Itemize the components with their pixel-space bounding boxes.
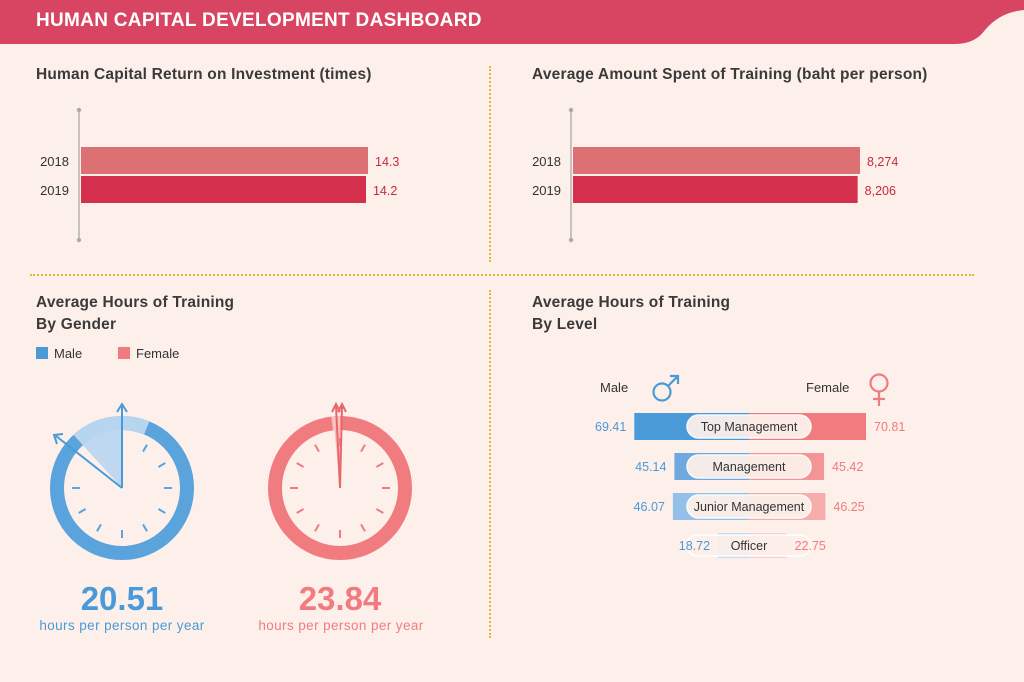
spend-axis-cap-top [568,107,574,113]
roi-category-2019: 2019 [40,183,69,198]
legend-female-label: Female [136,346,180,361]
divider-horizontal [30,274,974,276]
spend-category-2019: 2019 [532,183,561,198]
level-chart: Top Management 69.41 70.81 Management 45.14 4… [595,413,905,558]
roi-axis-cap-top [76,107,82,113]
page-title: HUMAN CAPITAL DEVELOPMENT DASHBOARD [36,10,482,31]
male-hours-value: 20.51 [80,580,164,617]
roi-bar-2019 [81,176,366,203]
female-hours-value: 23.84 [298,580,382,617]
female-clock-icon [268,401,412,560]
spend-title: Average Amount Spent of Training (baht p… [532,66,928,83]
level-pill-junior-management [686,494,812,519]
level-female-value-junior-management: 46.25 [833,500,864,514]
roi-title: Human Capital Return on Investment (time… [36,66,372,83]
header-banner [0,0,1024,44]
roi-bar-2018 [81,147,368,174]
spend-value-2019: 8,206 [865,184,896,198]
gender-title: Average Hours of Training By Gender [36,292,234,336]
level-female-value-top-management: 70.81 [874,420,905,434]
level-category-management: Management [713,460,786,474]
level-female-value-management: 45.42 [832,460,863,474]
level-pill-management [686,454,812,479]
level-male-value-management: 45.14 [635,460,666,474]
roi-value-2019: 14.2 [373,184,397,198]
male-symbol-icon [652,374,680,402]
legend-female-swatch [118,347,130,359]
level-category-junior-management: Junior Management [694,500,805,514]
roi-category-2018: 2018 [40,154,69,169]
roi-chart: 2018 14.3 2019 14.2 [40,107,399,243]
male-clock-icon [50,402,194,560]
level-male-value-top-management: 69.41 [595,420,626,434]
level-male-label: Male [600,380,629,395]
level-title-line2: By Level [532,316,598,333]
level-category-top-management: Top Management [701,420,798,434]
female-hours-unit: hours per person per year [258,618,424,633]
gender-title-line1: Average Hours of Training [36,294,235,311]
roi-value-2018: 14.3 [375,155,399,169]
level-title: Average Hours of Training By Level [532,292,730,336]
roi-axis-cap-bottom [76,237,82,243]
level-female-value-officer: 22.75 [795,539,826,553]
spend-bar-2018 [573,147,860,174]
male-hours-unit: hours per person per year [39,618,205,633]
spend-bar-2019 [573,176,858,203]
level-title-line1: Average Hours of Training [532,294,731,311]
spend-chart: 2018 8,274 2019 8,206 [532,107,898,243]
level-female-label: Female [806,380,850,395]
legend-male-swatch [36,347,48,359]
spend-value-2018: 8,274 [867,155,898,169]
level-pill-officer [686,534,812,557]
spend-axis-cap-bottom [568,237,574,243]
level-category-officer: Officer [731,539,768,553]
spend-category-2018: 2018 [532,154,561,169]
gender-title-line2: By Gender [36,316,117,333]
divider-vertical-top [489,66,491,262]
level-male-value-junior-management: 46.07 [634,500,665,514]
level-pill-top-management [686,414,812,439]
level-male-value-officer: 18.72 [679,539,710,553]
female-symbol-icon [869,373,889,406]
legend-male-label: Male [54,346,83,361]
divider-vertical-bottom [489,290,491,638]
